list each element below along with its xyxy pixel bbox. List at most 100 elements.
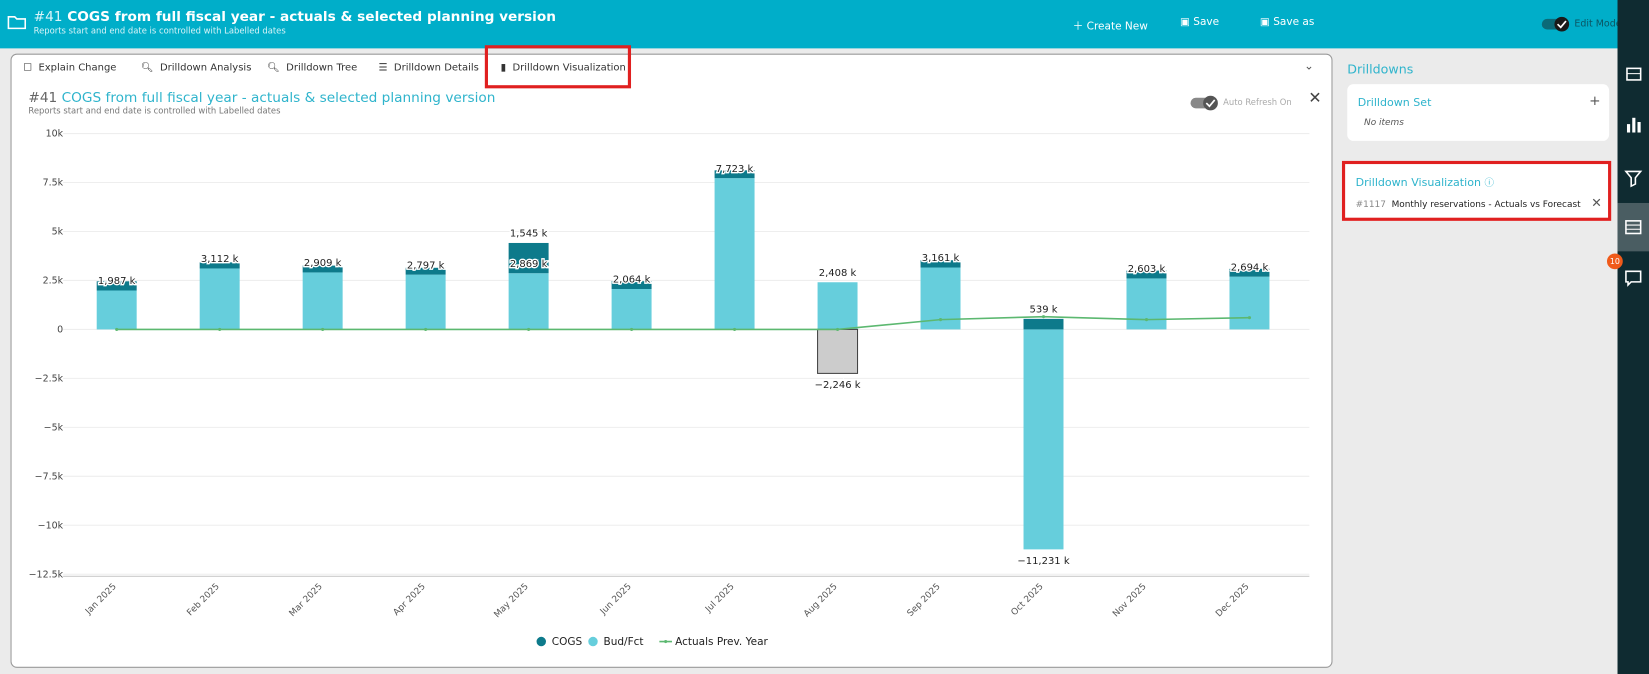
refresh-toggle[interactable] [1189,95,1221,112]
bar [96,290,137,330]
x-tick-label: Mar 2025 [288,582,325,619]
bar [199,262,240,269]
bar [714,170,755,179]
y-tick-label: 10k [46,129,64,140]
tab[interactable]: ☐ Explain Change [23,62,117,74]
bar [1023,329,1064,550]
bar [405,274,446,330]
bar [1126,278,1167,330]
line-point [732,327,737,331]
line-point [321,327,325,331]
line-point [938,318,943,322]
data-label: 3,161 k [922,253,960,264]
legend-symbol [588,636,598,647]
bar [920,260,961,268]
line-point [835,327,840,331]
edit-toggle[interactable] [1541,16,1573,33]
tab[interactable]: 🔍︎ Drilldown Analysis [140,62,252,74]
tab[interactable]: 🔍︎ Drilldown Tree [267,62,358,74]
remove[interactable]: ✕ [1591,195,1602,211]
collapse[interactable]: ⌄ [1304,58,1314,73]
bar [817,282,858,330]
tab[interactable]: ☰ Drilldown Details [378,62,479,74]
data-label: 2,694 k [1231,262,1269,273]
data-label: 2,408 k [819,268,857,279]
panel-title: #41 COGS from full fiscal year - actuals… [28,90,495,106]
x-tick-label: Apr 2025 [392,582,428,618]
right-rail: 10 [1606,0,1649,674]
legend-label: COGS [552,636,583,648]
bar [1126,270,1167,279]
x-tick-label: Aug 2025 [802,582,839,619]
tab-label: Drilldown Details [393,62,479,74]
line-point [1041,315,1046,319]
close[interactable]: ✕ [1308,88,1322,108]
edit-mode: Edit Mode [1574,18,1622,30]
legend-label: Actuals Prev. Year [675,636,768,648]
rail-icons[interactable] [1618,63,1649,294]
x-tick-label: Nov 2025 [1111,582,1148,619]
x-tick-label: Jul 2025 [703,582,736,615]
y-tick-label: −7.5k [35,471,64,482]
line-point [630,327,634,331]
line [116,315,1250,331]
save-as-label: Save as [1273,16,1315,29]
x-tick-label: Jun 2025 [598,582,634,618]
bar [1229,276,1270,330]
legend-label: Bud/Fct [604,636,644,648]
y-tick-label: −12.5k [29,569,64,580]
data-label: 2,064 k [613,275,651,286]
x-tick-label: Dec 2025 [1214,582,1251,619]
add[interactable]: + [1589,93,1601,110]
x-tick-label: Sep 2025 [906,582,943,619]
line-point [218,327,222,331]
panel-id: #41 [28,90,58,107]
viz-id: #1117 [1355,199,1386,211]
viz-title-text: Drilldown Visualization [1355,176,1481,190]
data-label: 1,987 k [98,276,136,287]
drilldown-set-card: Drilldown Set + No items [1347,84,1610,141]
save-as[interactable]: ▣ Save as [1259,16,1315,29]
create-new-label: Create New [1086,21,1148,33]
data-label: 7,723 k [716,164,754,175]
x-tick-label: Jan 2025 [83,582,119,618]
badge: 10 [1606,253,1623,270]
top-bar: #41 COGS from full fiscal year - actuals… [0,0,1649,49]
tab[interactable]: ▮ Drilldown Visualization [500,62,626,74]
sidebar-title: Drilldowns [1347,62,1414,77]
save-label: Save [1193,16,1220,29]
line-point [527,327,531,331]
line-point [424,327,428,331]
data-label: 3,112 k [201,254,239,265]
line-point [1144,318,1149,322]
y-tick-label: −2.5k [35,374,64,385]
data-label: 539 k [1029,305,1057,316]
data-label: −11,231 k [1017,556,1069,567]
x-tick-label: May 2025 [493,582,531,620]
data-label: 2,909 k [304,258,342,269]
data-label: 2,869 k [510,259,548,270]
legend-symbol [536,636,546,647]
chart-card [10,53,1333,668]
data-label: 2,603 k [1128,264,1166,275]
y-tick-label: −10k [38,520,64,531]
x-tick-label: Oct 2025 [1010,582,1046,618]
data-label: 2,797 k [407,260,445,271]
report-id: #41 [33,9,63,26]
tab-label: Drilldown Tree [286,62,358,74]
save[interactable]: ▣ Save [1180,16,1220,29]
data-label: 1,545 k [510,229,548,240]
refresh-label: Auto Refresh On [1223,97,1292,108]
bar [611,281,652,289]
line-point [115,327,119,331]
y-tick-label: 5k [52,227,64,238]
highlight-box [484,45,632,89]
tab-label: Explain Change [38,62,117,74]
panel-subtitle: Reports start and end date is controlled… [28,106,281,116]
report-name: COGS from full fiscal year - actuals & s… [67,9,557,26]
create-new[interactable]: ＋ Create New [1072,21,1148,33]
tab-label: Drilldown Visualization [512,62,626,74]
y-tick-label: 2.5k [43,276,64,287]
report-subtitle: Reports start and end date is controlled… [33,26,286,36]
bar [302,272,343,330]
